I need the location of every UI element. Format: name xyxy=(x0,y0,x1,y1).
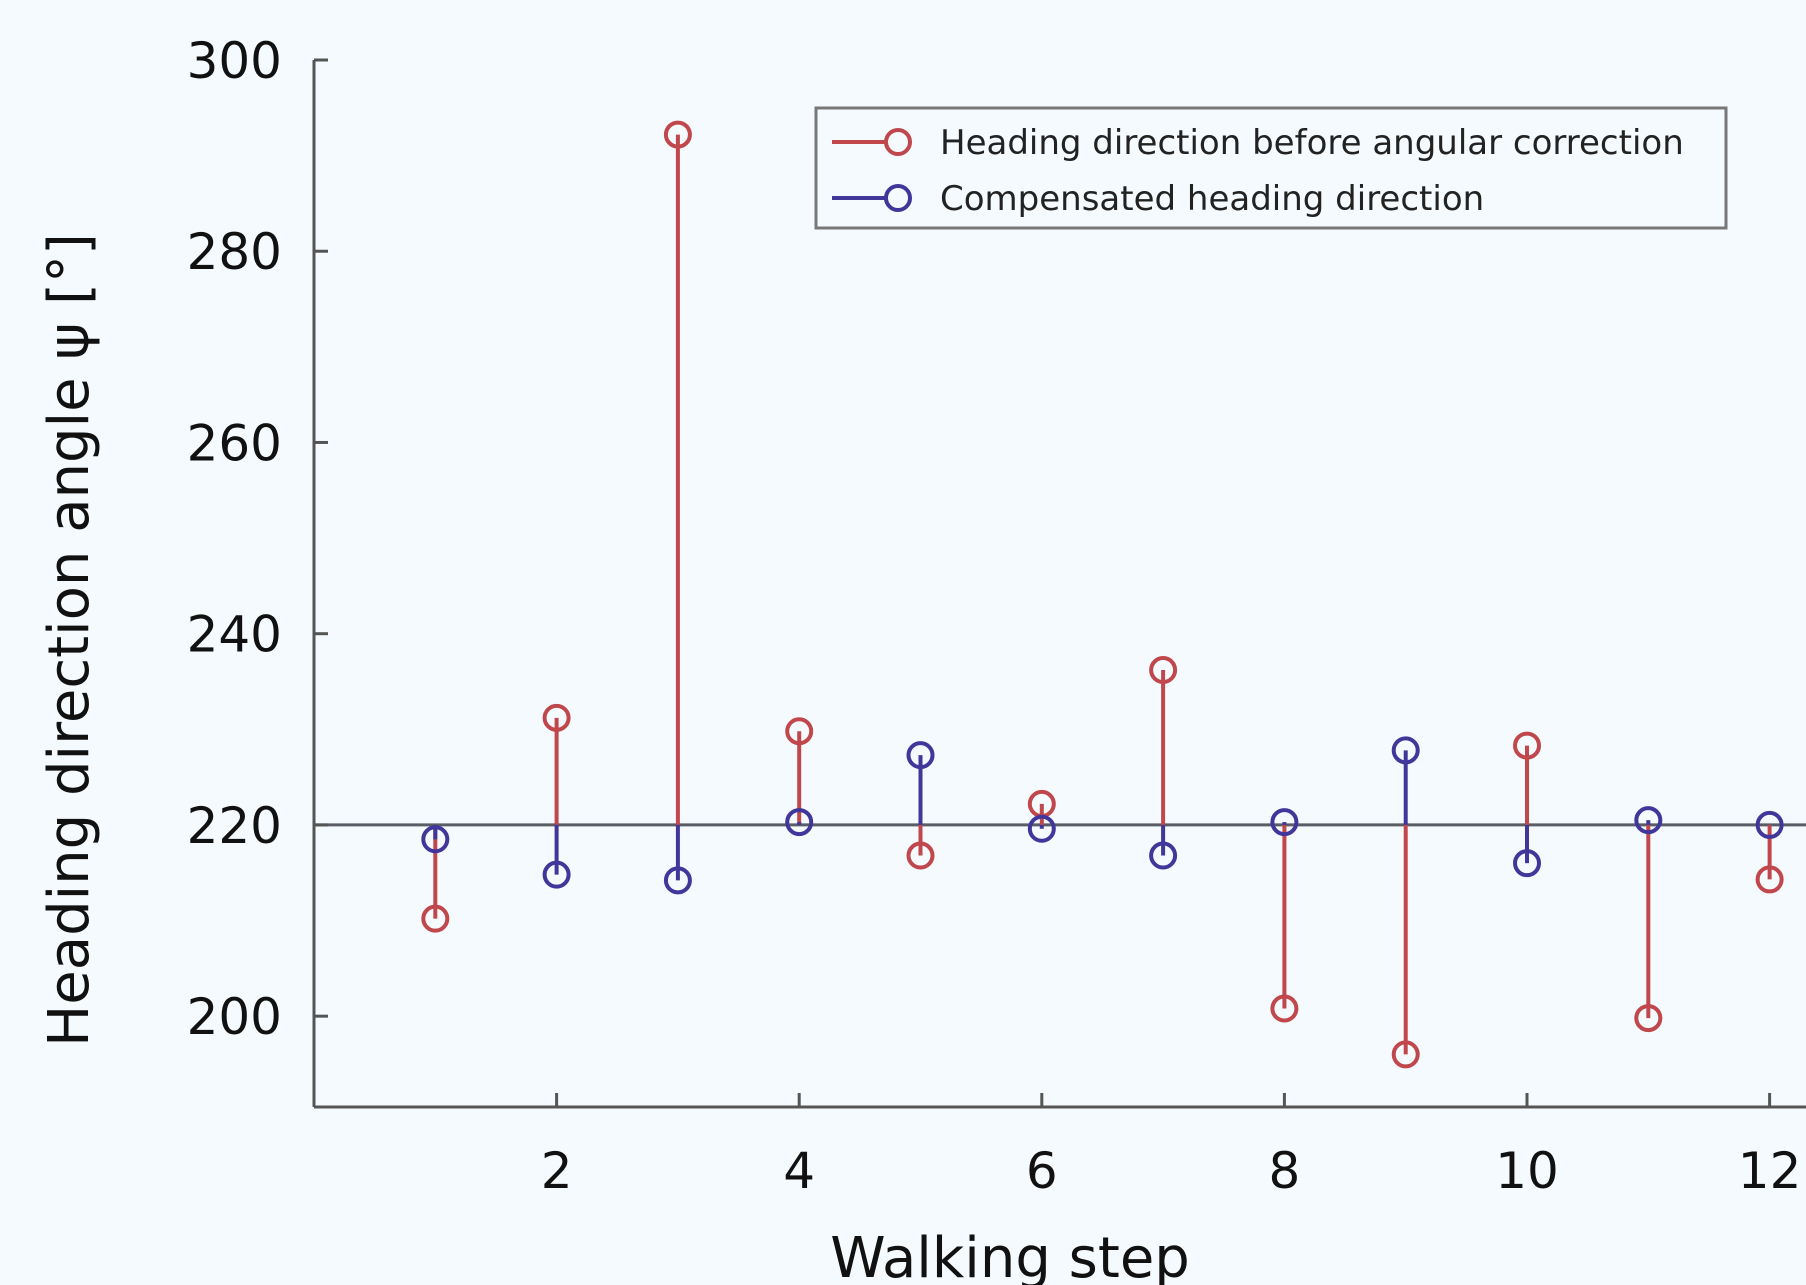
stems xyxy=(433,134,1772,1055)
marker-before-correction-12 xyxy=(1755,865,1784,894)
y-tick-label: 220 xyxy=(187,797,282,855)
legend: Heading direction before angular correct… xyxy=(814,106,1728,230)
y-tick-label: 300 xyxy=(187,32,282,90)
marker-before-correction-7 xyxy=(1149,656,1178,685)
x-tick-label: 4 xyxy=(783,1142,815,1200)
x-ticks: 2 4 6 8 10 12 xyxy=(541,1093,1802,1200)
marker-before-correction-11 xyxy=(1634,1004,1663,1033)
marker-before-correction-9 xyxy=(1391,1040,1420,1069)
legend-box xyxy=(814,106,1728,230)
x-tick-label: 6 xyxy=(1026,1142,1058,1200)
marker-compensated-2 xyxy=(542,860,571,889)
marker-compensated-6 xyxy=(1027,814,1056,843)
y-tick-label: 240 xyxy=(187,606,282,664)
y-axis-label: Heading direction angle ψ [°] xyxy=(37,233,102,1047)
marker-before-correction-4 xyxy=(785,717,814,746)
x-tick-label: 8 xyxy=(1269,1142,1301,1200)
marker-before-correction-1 xyxy=(421,904,450,933)
marker-compensated-4 xyxy=(785,808,814,837)
legend-marker-compensated xyxy=(884,184,912,212)
x-tick-label: 10 xyxy=(1495,1142,1559,1200)
marker-before-correction-8 xyxy=(1270,994,1299,1023)
marker-before-correction-5 xyxy=(906,841,935,870)
marker-compensated-7 xyxy=(1149,841,1178,870)
marker-compensated-10 xyxy=(1513,849,1542,878)
legend-label-before-correction: Heading direction before angular correct… xyxy=(940,123,1684,163)
marker-compensated-9 xyxy=(1391,736,1420,765)
marker-compensated-12 xyxy=(1755,810,1784,839)
marker-before-correction-3 xyxy=(663,120,692,149)
marker-compensated-8 xyxy=(1270,808,1299,837)
legend-label-compensated: Compensated heading direction xyxy=(940,179,1484,219)
x-tick-label: 12 xyxy=(1738,1142,1802,1200)
y-tick-label: 200 xyxy=(187,988,282,1046)
legend-marker-before-correction xyxy=(884,128,912,156)
x-tick-label: 2 xyxy=(541,1142,573,1200)
markers xyxy=(421,120,1784,1069)
y-tick-label: 260 xyxy=(187,414,282,472)
marker-before-correction-2 xyxy=(542,703,571,732)
y-tick-label: 280 xyxy=(187,223,282,281)
marker-before-correction-10 xyxy=(1513,731,1542,760)
marker-compensated-1 xyxy=(421,825,450,854)
x-axis-label: Walking step xyxy=(830,1226,1190,1285)
y-ticks: 200 220 240 260 280 300 xyxy=(187,32,328,1046)
marker-compensated-5 xyxy=(906,741,935,770)
marker-compensated-3 xyxy=(663,866,692,895)
marker-compensated-11 xyxy=(1634,806,1663,835)
